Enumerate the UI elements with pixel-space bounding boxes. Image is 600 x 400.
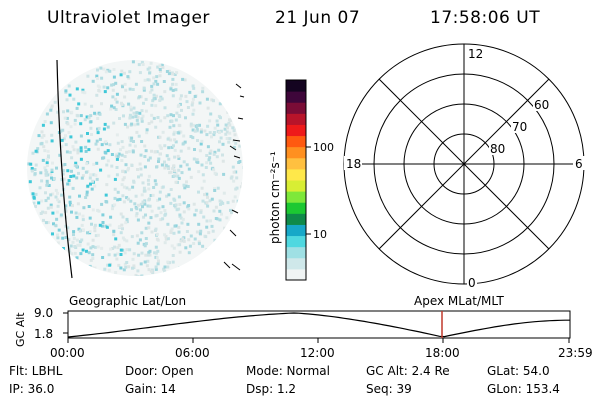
mlt-label-0: 0 xyxy=(468,276,476,290)
observation-time: 17:58:06 UT xyxy=(430,8,541,28)
limb-ticks xyxy=(223,83,245,271)
polar-grid xyxy=(343,43,585,285)
colorbar-cell xyxy=(286,113,306,125)
limb-line xyxy=(56,59,73,279)
altplot-left-title: Geographic Lat/Lon xyxy=(69,294,187,308)
colorbar-cell xyxy=(286,202,306,214)
colorbar-cell xyxy=(286,146,306,159)
colorbar-cell xyxy=(286,180,306,192)
colorbar-cell xyxy=(286,257,306,270)
info-dsp: Dsp: 1.2 xyxy=(246,382,297,396)
info-mode: Mode: Normal xyxy=(246,364,330,378)
altitude-curve xyxy=(67,312,570,338)
colorbar-cell xyxy=(286,157,306,170)
xtick-1800: 18:00 xyxy=(425,346,460,360)
mlt-label-18: 18 xyxy=(346,157,361,171)
colorbar-cell xyxy=(286,235,306,248)
info-glat: GLat: 54.0 xyxy=(487,364,550,378)
colorbar-tick-10: 10 xyxy=(313,228,327,241)
image-disk xyxy=(27,60,243,276)
colorbar-cell xyxy=(286,135,306,148)
mlt-label-6: 6 xyxy=(575,157,583,171)
lat-label-70: 70 xyxy=(512,120,527,134)
altplot-ytick-top: 9.0 xyxy=(34,306,53,320)
colorbar: 100 10 photon cm⁻²s⁻¹ xyxy=(268,79,334,281)
colorbar-cell xyxy=(286,80,306,92)
lat-label-60: 60 xyxy=(534,98,549,112)
xtick-1200: 12:00 xyxy=(300,346,335,360)
colorbar-cell xyxy=(286,213,306,225)
colorbar-cell xyxy=(286,91,306,103)
altplot-ylabel: GC Alt xyxy=(14,312,27,347)
info-ip: IP: 36.0 xyxy=(9,382,55,396)
colorbar-cell xyxy=(286,102,306,114)
polar-labels: 12 18 6 0 60 70 80 xyxy=(344,46,585,290)
altitude-plot: GC Alt 9.0 1.8 xyxy=(14,306,571,347)
colorbar-cell xyxy=(286,191,306,203)
info-seq: Seq: 39 xyxy=(366,382,412,396)
observation-date: 21 Jun 07 xyxy=(275,8,361,28)
mlt-label-12: 12 xyxy=(468,47,483,61)
info-gc-alt: GC Alt: 2.4 Re xyxy=(366,364,450,378)
altplot-ytick-bottom: 1.8 xyxy=(34,327,53,341)
xtick-0000: 00:00 xyxy=(50,346,85,360)
colorbar-cell xyxy=(286,268,306,281)
xtick-0600: 06:00 xyxy=(175,346,210,360)
info-gain: Gain: 14 xyxy=(125,382,176,396)
instrument-title: Ultraviolet Imager xyxy=(47,8,210,28)
uvi-image xyxy=(27,59,245,279)
xtick-2359: 23:59 xyxy=(558,346,593,360)
colorbar-tick-100: 100 xyxy=(313,141,334,154)
colorbar-label: photon cm⁻²s⁻¹ xyxy=(268,151,282,244)
lat-label-80: 80 xyxy=(490,142,505,156)
colorbar-cell xyxy=(286,246,306,259)
info-door: Door: Open xyxy=(125,364,194,378)
colorbar-cell xyxy=(286,224,306,237)
altplot-right-title: Apex MLat/MLT xyxy=(414,294,504,308)
colorbar-cell xyxy=(286,124,306,137)
info-flt: Flt: LBHL xyxy=(9,364,63,378)
colorbar-cell xyxy=(286,168,306,181)
info-glon: GLon: 153.4 xyxy=(487,382,560,396)
